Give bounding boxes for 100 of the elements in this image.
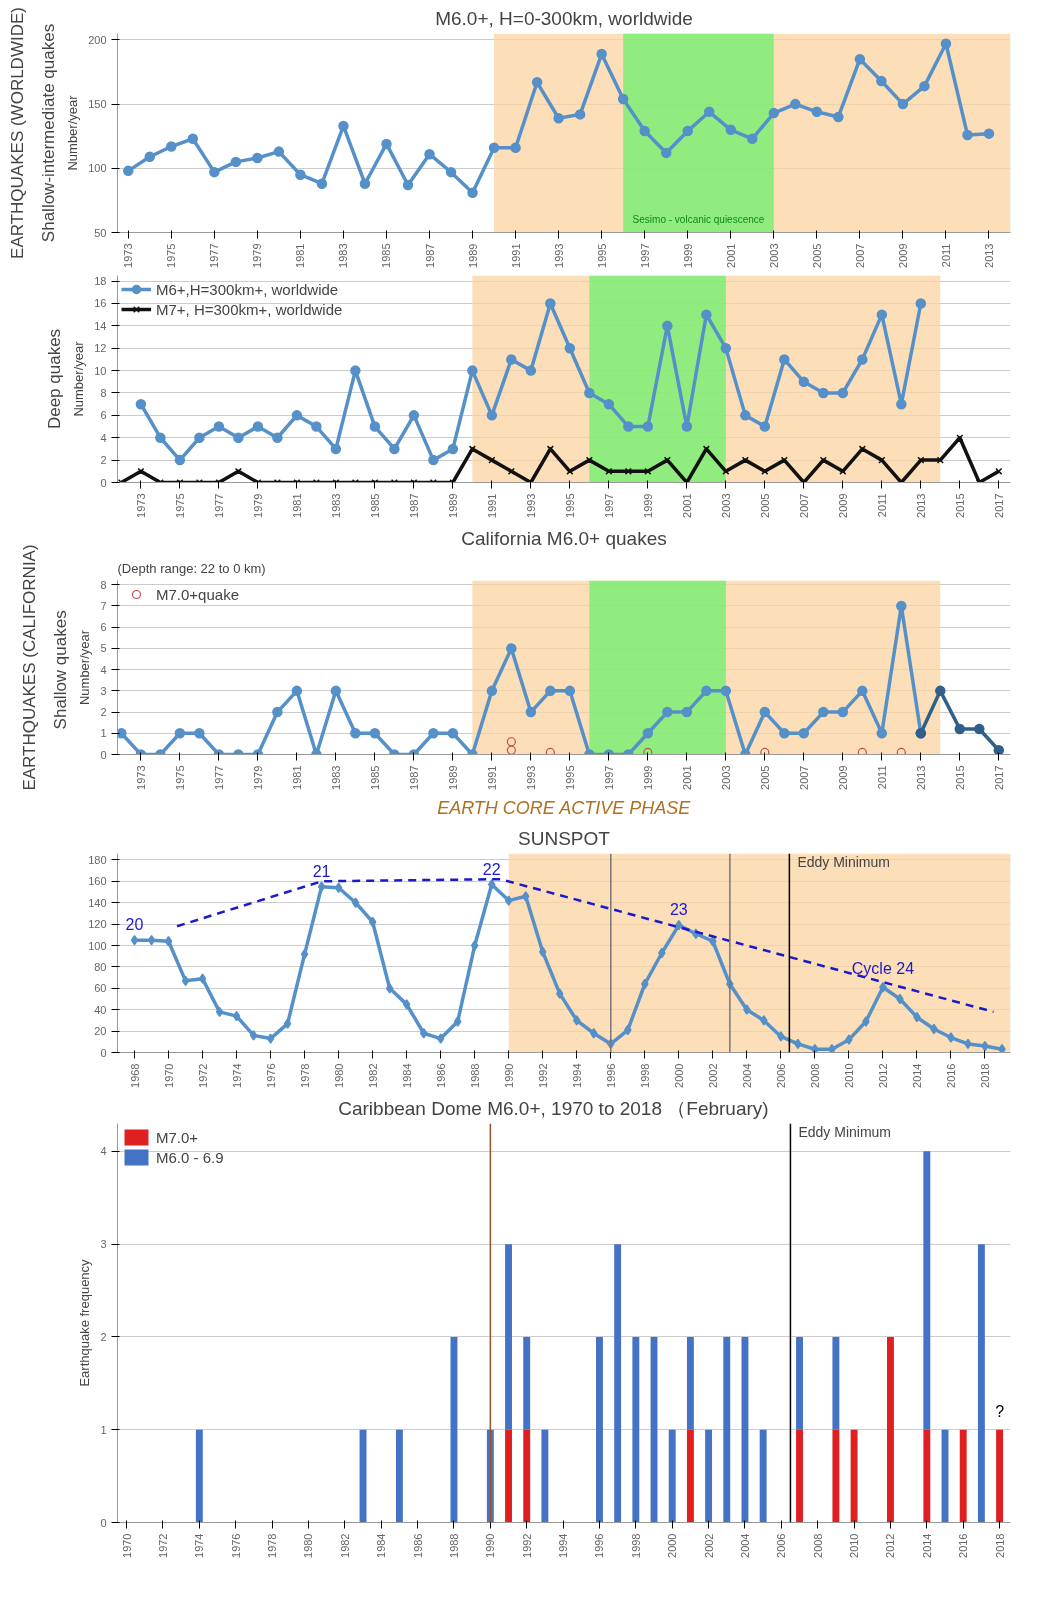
y-tick-label: 0 <box>100 1516 107 1529</box>
y-tick-label: 0 <box>100 748 107 761</box>
chart-title: SUNSPOT <box>518 827 611 849</box>
x-tick-label: 1987 <box>423 243 436 268</box>
x-tick-label: 1977 <box>212 493 225 518</box>
x-tick-label: 1996 <box>593 1533 606 1558</box>
x-tick-label: 1979 <box>251 243 264 268</box>
x-tick-label: 2006 <box>774 1063 787 1088</box>
x-tick-label: 1983 <box>337 243 350 268</box>
y-axis-title: Number/year <box>65 94 81 171</box>
y-tick-label: 200 <box>88 33 107 46</box>
x-tick-label: 1998 <box>629 1533 642 1558</box>
x-tick-label: 2012 <box>884 1533 897 1558</box>
y-tick-label: 8 <box>100 578 107 591</box>
y-tick-label: 180 <box>88 853 107 866</box>
y-tick-label: 18 <box>94 275 107 288</box>
x-tick-label: 1982 <box>366 1063 379 1088</box>
x-tick-label: 1995 <box>563 765 576 790</box>
annotation: Cycle 24 <box>851 960 915 978</box>
ref-line-label: Eddy Minimum <box>797 853 890 870</box>
x-tick-label: 1994 <box>570 1063 583 1088</box>
x-tick-label: 2009 <box>896 243 909 268</box>
x-tick-label: 1992 <box>536 1063 549 1088</box>
x-tick-label: 1999 <box>641 493 654 518</box>
y-tick-label: 8 <box>100 386 107 399</box>
y-tick-label: 0 <box>100 476 107 489</box>
x-tick-label: 2008 <box>811 1533 824 1558</box>
x-tick-label: 1980 <box>302 1533 315 1558</box>
x-tick-label: 1978 <box>298 1063 311 1088</box>
x-tick-label: 2008 <box>808 1063 821 1088</box>
x-tick-label: 2018 <box>978 1063 991 1088</box>
x-tick-label: 1988 <box>468 1063 481 1088</box>
y-tick-label: 140 <box>88 896 107 909</box>
x-tick-label: 2010 <box>848 1533 861 1558</box>
x-tick-label: 2018 <box>993 1533 1006 1558</box>
x-tick-label: 1988 <box>447 1533 460 1558</box>
x-tick-label: 1981 <box>290 493 303 518</box>
text: Shallow quakes <box>50 610 70 730</box>
chart-title: California M6.0+ quakes <box>461 527 667 549</box>
x-tick-label: 2004 <box>740 1063 753 1088</box>
y-axis-title: Earthquake frequency <box>77 1258 93 1387</box>
x-tick-label: 2003 <box>767 243 780 268</box>
x-tick-label: 1973 <box>122 243 135 268</box>
y-axis-title: Number/year <box>77 629 93 706</box>
x-tick-label: 1998 <box>638 1063 651 1088</box>
y-tick-label: 14 <box>94 319 107 332</box>
x-tick-label: 1979 <box>251 765 264 790</box>
y-tick-label: 4 <box>100 431 107 444</box>
x-tick-label: 2016 <box>957 1533 970 1558</box>
y-tick-label: 120 <box>88 918 107 931</box>
x-tick-label: 1997 <box>638 243 651 268</box>
x-tick-label: 1995 <box>595 243 608 268</box>
x-tick-label: 2011 <box>939 243 952 268</box>
x-tick-label: 1983 <box>329 765 342 790</box>
y-tick-label: 160 <box>88 875 107 888</box>
x-tick-label: 2017 <box>992 493 1005 518</box>
legend-label: M7.0+ <box>156 1128 199 1146</box>
y-tick-label: 4 <box>100 663 107 676</box>
y-tick-label: 100 <box>88 939 107 952</box>
x-tick-label: 2013 <box>914 765 927 790</box>
x-tick-label: 1985 <box>380 243 393 268</box>
y-tick-label: 6 <box>100 621 107 634</box>
x-tick-label: 1983 <box>329 493 342 518</box>
y-tick-label: 0 <box>100 1046 107 1059</box>
x-tick-label: 1995 <box>563 493 576 518</box>
x-tick-label: 2013 <box>982 243 995 268</box>
x-tick-label: 2002 <box>706 1063 719 1088</box>
x-tick-label: 2003 <box>719 765 732 790</box>
x-tick-label: 1997 <box>602 765 615 790</box>
y-tick-label: 1 <box>100 1423 107 1436</box>
x-tick-label: 1982 <box>338 1533 351 1558</box>
y-tick-label: 2 <box>100 454 107 467</box>
x-tick-label: 1999 <box>641 765 654 790</box>
annotation: ? <box>995 1402 1005 1420</box>
x-tick-label: 1990 <box>502 1063 515 1088</box>
x-tick-label: 1990 <box>484 1533 497 1558</box>
y-tick-label: 100 <box>88 162 107 175</box>
y-tick-label: 16 <box>94 297 107 310</box>
x-tick-label: 1976 <box>264 1063 277 1088</box>
x-tick-label: 1975 <box>165 243 178 268</box>
x-tick-label: 1975 <box>173 493 186 518</box>
y-tick-label: 40 <box>94 1003 107 1016</box>
x-tick-label: 2009 <box>836 765 849 790</box>
y-tick-label: 2 <box>100 706 107 719</box>
x-tick-label: 2016 <box>944 1063 957 1088</box>
ref-line-label: Eddy Minimum <box>798 1123 892 1140</box>
x-tick-label: 1986 <box>411 1533 424 1558</box>
x-tick-label: 1976 <box>229 1533 242 1558</box>
legend-label: M7.0+quake <box>156 585 239 603</box>
x-tick-label: 2015 <box>953 493 966 518</box>
x-tick-label: 1981 <box>294 243 307 268</box>
x-tick-label: 2012 <box>876 1063 889 1088</box>
x-tick-label: 2017 <box>992 765 1005 790</box>
annotation: 21 <box>312 862 331 880</box>
x-tick-label: 2006 <box>775 1533 788 1558</box>
legend-label: M7+, H=300km+, worldwide <box>156 300 343 318</box>
x-tick-label: 1993 <box>524 765 537 790</box>
x-tick-label: 2015 <box>953 765 966 790</box>
legend-label: M6.0 - 6.9 <box>156 1148 224 1166</box>
x-tick-label: 1980 <box>332 1063 345 1088</box>
